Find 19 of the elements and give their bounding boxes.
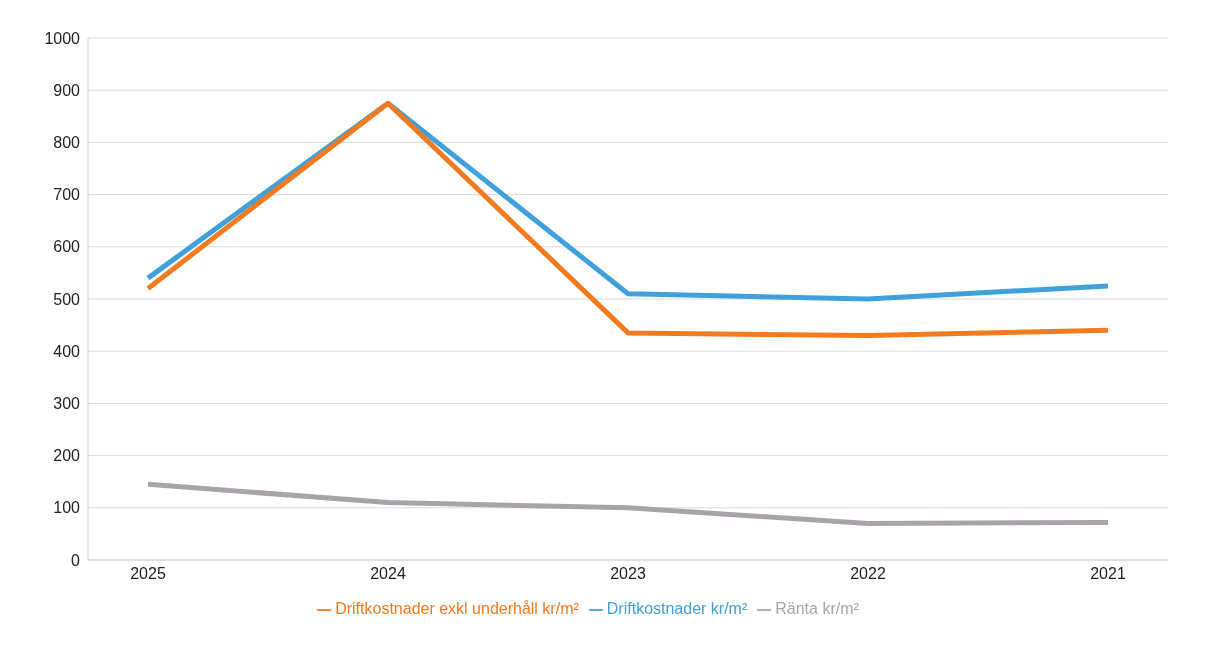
- y-tick-label: 0: [71, 551, 81, 569]
- y-tick-label: 100: [53, 499, 81, 517]
- y-tick-label: 500: [53, 290, 81, 308]
- x-tick-label: 2025: [130, 565, 166, 583]
- x-tick-label: 2021: [1090, 565, 1126, 583]
- x-tick-label: 2023: [610, 565, 646, 583]
- x-tick-label: 2024: [370, 565, 406, 583]
- y-tick-label: 200: [53, 447, 81, 465]
- y-tick-label: 300: [53, 395, 81, 413]
- y-tick-label: 1000: [44, 29, 81, 47]
- legend-label: Ränta kr/m²: [775, 600, 859, 617]
- y-tick-label: 800: [53, 134, 81, 152]
- y-tick-label: 900: [53, 81, 81, 99]
- y-tick-label: 400: [53, 342, 81, 360]
- y-tick-label: 700: [53, 186, 81, 204]
- x-tick-label: 2022: [850, 565, 886, 583]
- legend-label: Driftkostnader kr/m²: [606, 600, 748, 617]
- y-tick-label: 600: [53, 238, 81, 256]
- legend-label: Driftkostnader exkl underhåll kr/m²: [335, 600, 579, 617]
